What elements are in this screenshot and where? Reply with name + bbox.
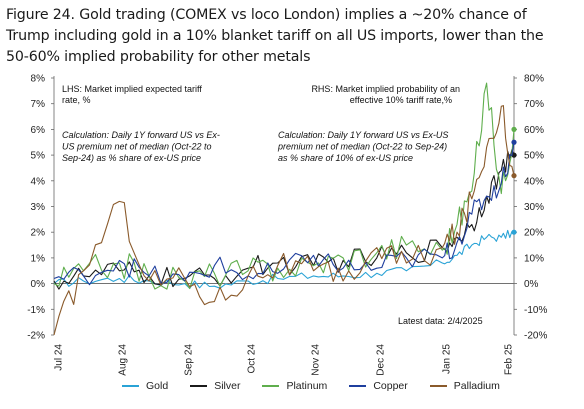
calc-note-right: Calculation: Daily 1Y forward US vs Ex-U… [278, 130, 448, 140]
left-tick-label: -2% [27, 331, 45, 342]
legend-label: Copper [373, 380, 408, 392]
right-tick-label: -10% [524, 305, 547, 316]
calc-note-left: US premium net of median (Oct-22 to [62, 142, 212, 152]
calc-note-right: as % share of 10% of ex-US price [278, 153, 413, 163]
x-tick-label: Nov 24 [311, 344, 322, 376]
x-tick-label: Feb 25 [504, 344, 515, 376]
series-line-gold [53, 229, 515, 289]
left-tick-label: 8% [31, 74, 46, 85]
legend-item-silver: Silver [190, 380, 240, 392]
legend-item-gold: Gold [122, 380, 168, 392]
legend-label: Palladium [453, 380, 500, 392]
x-tick-label: Jan 25 [442, 344, 453, 374]
legend-swatch [122, 385, 139, 387]
right-tick-label: 30% [524, 202, 544, 213]
left-tick-label: 2% [31, 228, 46, 239]
legend-label: Silver [214, 380, 241, 392]
left-tick-label: -1% [27, 305, 45, 316]
series-end-point-platinum [511, 126, 517, 132]
line-chart: -2% -1% 0% 1% 2% 3% 4% 5% 6% 7% 8% -20% -10% 0% 10% 20%… [27, 74, 547, 376]
series-end-point-gold [511, 229, 517, 235]
legend-label: Gold [146, 380, 169, 392]
legend-swatch [429, 385, 447, 387]
title-line-1: Figure 24. Gold trading (COMEX vs loco L… [6, 7, 527, 23]
right-tick-label: 0% [524, 279, 539, 290]
legend-swatch [190, 385, 208, 387]
legend-item-copper: Copper [349, 380, 408, 392]
legend-swatch [262, 385, 280, 387]
right-tick-label: 60% [524, 125, 544, 136]
x-tick-label: Oct 24 [247, 344, 258, 374]
series-end-point-palladium [511, 173, 517, 179]
legend-item-platinum: Platinum [262, 380, 327, 392]
right-tick-label: 10% [524, 253, 544, 264]
series-line-copper [53, 142, 515, 286]
series-line-palladium [53, 105, 515, 336]
right-axis-title: RHS: Market implied probability of an [311, 84, 460, 94]
left-tick-label: 5% [31, 151, 46, 162]
right-axis-title: effective 10% tariff rate,% [350, 95, 452, 105]
right-tick-label: 20% [524, 228, 544, 239]
chart-legend: Gold Silver Platinum Copper Palladium [122, 380, 522, 392]
right-tick-label: 80% [524, 74, 544, 85]
x-tick-label: Aug 24 [118, 344, 129, 376]
left-tick-label: 0% [31, 279, 46, 290]
left-tick-label: 1% [31, 253, 46, 264]
calc-note-left: Calculation: Daily 1Y forward US vs Ex- [62, 130, 220, 140]
left-tick-label: 4% [31, 176, 46, 187]
right-tick-label: 70% [524, 99, 544, 110]
left-tick-label: 3% [31, 202, 46, 213]
title-line-2: Trump including gold in a 10% blanket ta… [6, 28, 544, 44]
series-end-point-copper [511, 139, 517, 145]
x-tick-label: Sep 24 [184, 344, 195, 376]
legend-swatch [349, 385, 367, 387]
x-tick-label: Dec 24 [376, 344, 387, 376]
right-tick-label: 40% [524, 176, 544, 187]
left-axis-title: rate, % [62, 95, 91, 105]
series-line-platinum [53, 82, 515, 290]
title-line-3: 50-60% implied probability for other met… [6, 49, 311, 65]
x-tick-label: Jul 24 [54, 344, 65, 371]
calc-note-left: Sep-24) as % share of ex-US price [62, 153, 201, 163]
right-tick-label: 50% [524, 151, 544, 162]
right-tick-label: -20% [524, 331, 547, 342]
legend-item-palladium: Palladium [429, 380, 500, 392]
left-tick-label: 6% [31, 125, 46, 136]
left-axis-title: LHS: Market implied expected tariff [62, 84, 202, 94]
chart-title: Figure 24. Gold trading (COMEX vs loco L… [6, 5, 580, 68]
legend-label: Platinum [286, 380, 328, 392]
calc-note-right: premium net of median (Oct-22 to Sep-24) [277, 142, 447, 152]
latest-data-note: Latest data: 2/4/2025 [398, 316, 483, 326]
left-tick-label: 7% [31, 99, 46, 110]
